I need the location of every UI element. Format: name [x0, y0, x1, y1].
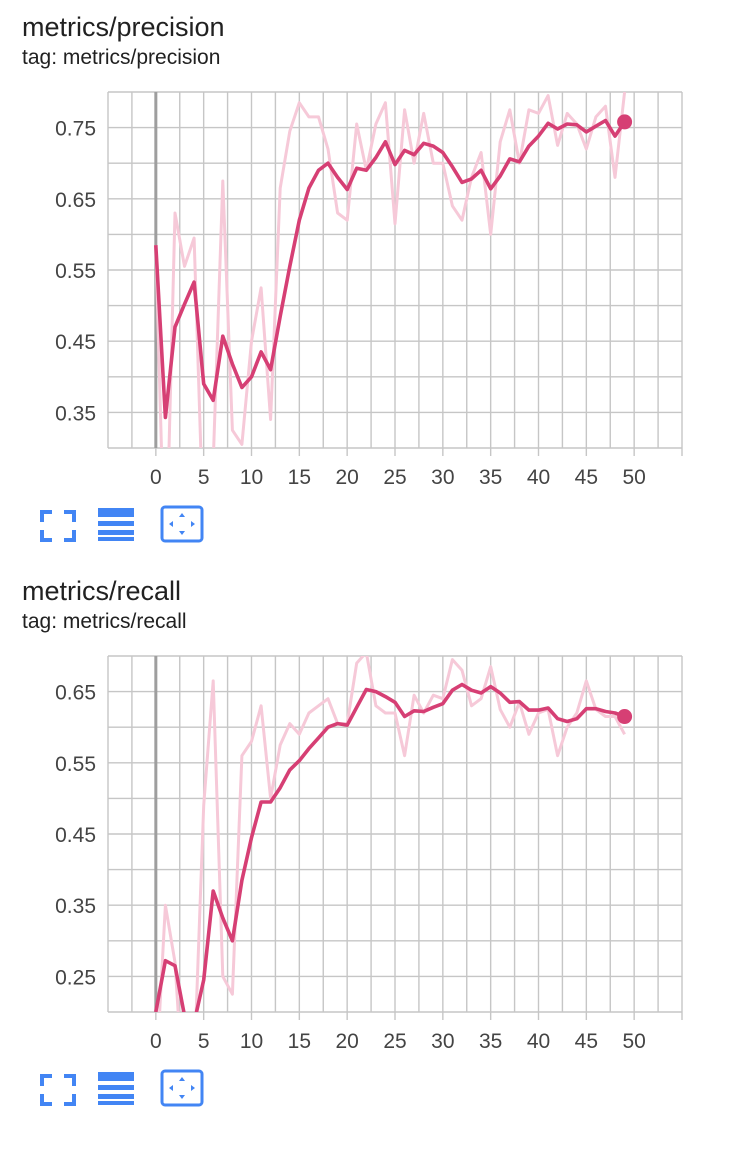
raw-series-line	[154, 92, 627, 448]
x-tick-label: 50	[622, 466, 645, 489]
fit-domain-button[interactable]	[160, 1068, 204, 1108]
fit-domain-icon	[160, 505, 204, 543]
chart-tag: tag: metrics/precision	[22, 46, 221, 69]
x-tick-label: 20	[335, 466, 358, 489]
fullscreen-button[interactable]	[38, 1068, 82, 1108]
x-tick-label: 25	[383, 466, 406, 489]
chart-title: metrics/precision	[22, 12, 225, 42]
x-tick-label: 40	[527, 1030, 550, 1053]
fit-domain-icon	[160, 1069, 204, 1107]
data-table-icon	[98, 508, 134, 541]
smoothed-series-line	[154, 118, 627, 420]
smoothed-series-line	[154, 682, 626, 1012]
x-tick-label: 30	[431, 1030, 454, 1053]
fullscreen-icon	[40, 510, 76, 542]
y-tick-label: 0.55	[55, 260, 96, 283]
last-point-marker[interactable]	[617, 114, 633, 130]
x-tick-label: 5	[198, 466, 210, 489]
line-chart-precision[interactable]: 0.35 0.45 0.55 0.65 0.75 0 5 10 15 20 25 30 35 40 45 50	[0, 80, 742, 490]
x-tick-label: 10	[240, 1030, 263, 1053]
x-tick-label: 5	[198, 1030, 210, 1053]
fullscreen-icon	[40, 1074, 76, 1106]
y-tick-label: 0.35	[55, 895, 96, 918]
data-table-button[interactable]	[96, 504, 140, 544]
x-tick-label: 0	[150, 466, 162, 489]
x-tick-label: 35	[479, 466, 502, 489]
y-tick-label: 0.45	[55, 331, 96, 354]
line-chart-recall[interactable]: 0.25 0.35 0.45 0.55 0.65 0 5 10 15 20 25 30 35 40 45 50	[0, 644, 742, 1054]
chart-title: metrics/recall	[22, 576, 182, 606]
y-tick-label: 0.35	[55, 402, 96, 425]
y-tick-label: 0.25	[55, 966, 96, 989]
last-point-marker[interactable]	[617, 709, 633, 725]
data-table-button[interactable]	[96, 1068, 140, 1108]
x-tick-label: 20	[335, 1030, 358, 1053]
y-tick-label: 0.75	[55, 118, 96, 141]
fullscreen-button[interactable]	[38, 504, 82, 544]
x-tick-label: 50	[622, 1030, 645, 1053]
y-tick-label: 0.65	[55, 189, 96, 212]
x-tick-label: 30	[431, 466, 454, 489]
x-tick-label: 45	[575, 466, 598, 489]
data-table-icon	[98, 1072, 134, 1105]
x-tick-label: 0	[150, 1030, 162, 1053]
y-tick-label: 0.45	[55, 824, 96, 847]
x-tick-label: 40	[527, 466, 550, 489]
x-tick-label: 15	[288, 466, 311, 489]
x-tick-label: 10	[240, 466, 263, 489]
x-tick-label: 25	[383, 1030, 406, 1053]
chart-tag: tag: metrics/recall	[22, 610, 187, 633]
y-tick-label: 0.65	[55, 682, 96, 705]
fit-domain-button[interactable]	[160, 504, 204, 544]
y-tick-label: 0.55	[55, 753, 96, 776]
x-tick-label: 35	[479, 1030, 502, 1053]
x-tick-label: 45	[575, 1030, 598, 1053]
x-tick-label: 15	[288, 1030, 311, 1053]
